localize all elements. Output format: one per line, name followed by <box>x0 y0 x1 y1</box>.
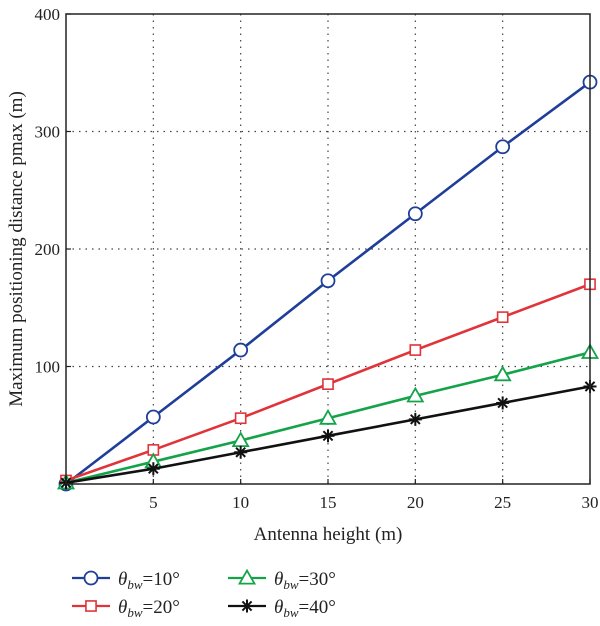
star-marker <box>240 599 254 613</box>
legend-label: θbw=20° <box>118 597 180 620</box>
x-tick-label: 30 <box>582 493 599 512</box>
star-stroke <box>497 397 508 409</box>
square-marker <box>322 378 334 390</box>
axis-ticks: 5 10 15 20 25 30 100 200 300 400 <box>35 5 599 512</box>
series-1 <box>58 74 598 492</box>
y-tick-label: 200 <box>35 240 61 259</box>
square-marker <box>234 412 247 425</box>
star-marker <box>234 445 248 459</box>
star-stroke <box>322 430 334 442</box>
y-axis-label: Maximum positioning distance pmax (m) <box>6 91 27 407</box>
legend-label: θbw=40° <box>274 597 336 620</box>
legend-item: θbw=10° <box>72 569 180 592</box>
square-marker <box>409 344 422 356</box>
star-stroke <box>241 600 253 612</box>
circle-marker <box>407 206 423 222</box>
y-tick-label: 400 <box>35 5 61 24</box>
x-axis-label: Antenna height (m) <box>254 524 403 545</box>
legend-item: θbw=20° <box>72 597 180 620</box>
x-tick-label: 20 <box>407 493 424 512</box>
circle-marker <box>320 273 336 289</box>
legend-item: θbw=30° <box>228 568 336 592</box>
triangle-marker <box>318 408 338 425</box>
star-stroke <box>410 414 421 425</box>
star-marker <box>146 462 160 476</box>
circle-marker <box>145 409 161 425</box>
triangle-marker <box>237 568 257 585</box>
star-marker <box>321 429 335 443</box>
circle-marker <box>83 570 99 586</box>
y-tick-label: 300 <box>35 123 61 142</box>
star-stroke <box>148 463 159 475</box>
y-tick-label: 100 <box>35 358 61 377</box>
star-stroke <box>235 446 246 458</box>
triangle-marker <box>406 386 425 403</box>
square-marker <box>85 600 97 612</box>
x-tick-label: 5 <box>149 493 158 512</box>
x-tick-label: 10 <box>232 493 249 512</box>
legend: θbw=10° θbw=20° θbw=30° θbw=40° <box>72 568 336 620</box>
series-group <box>56 74 600 492</box>
x-tick-label: 25 <box>494 493 511 512</box>
star-marker <box>408 412 422 426</box>
legend-label: θbw=10° <box>118 569 180 592</box>
legend-label: θbw=30° <box>274 569 336 592</box>
square-marker <box>496 311 509 324</box>
circle-marker <box>233 342 249 358</box>
triangle-marker <box>493 365 512 382</box>
series-2 <box>60 278 596 487</box>
star-marker <box>496 396 510 410</box>
circle-marker <box>495 139 511 155</box>
legend-item: θbw=40° <box>228 597 336 620</box>
series-4 <box>59 379 597 490</box>
x-tick-label: 15 <box>320 493 337 512</box>
